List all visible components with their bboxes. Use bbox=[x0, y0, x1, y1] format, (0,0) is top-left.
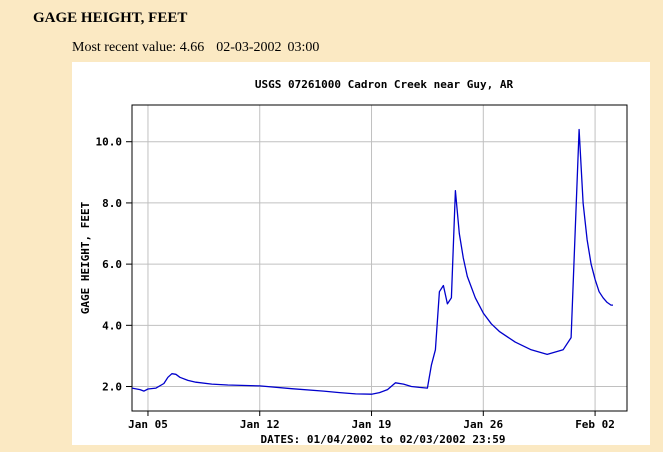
y-tick-label: 8.0 bbox=[102, 197, 122, 210]
series-group bbox=[131, 128, 613, 395]
chart-grid bbox=[132, 105, 627, 411]
recent-value: 4.66 bbox=[179, 40, 205, 55]
y-tick-label: 10.0 bbox=[96, 136, 123, 149]
most-recent-value: Most recent value: 4.66 02-03-2002 03:00 bbox=[72, 40, 319, 56]
x-tick-label: Jan 12 bbox=[240, 418, 280, 431]
y-tick-label: 6.0 bbox=[102, 258, 122, 271]
x-tick-label: Jan 19 bbox=[352, 418, 392, 431]
x-tick-label: Jan 05 bbox=[128, 418, 168, 431]
y-tick-label: 2.0 bbox=[102, 381, 122, 394]
x-tick-label: Jan 26 bbox=[463, 418, 503, 431]
x-tick-label: Feb 02 bbox=[575, 418, 615, 431]
recent-date: 02-03-2002 bbox=[216, 40, 282, 55]
plot-frame bbox=[131, 104, 628, 412]
page-title: GAGE HEIGHT, FEET bbox=[33, 10, 188, 26]
chart-panel: USGS 07261000 Cadron Creek near Guy, AR … bbox=[72, 62, 650, 445]
chart-title: USGS 07261000 Cadron Creek near Guy, AR bbox=[255, 78, 514, 91]
series-line bbox=[131, 128, 613, 395]
x-axis-label: DATES: 01/04/2002 to 02/03/2002 23:59 bbox=[260, 433, 505, 445]
recent-time: 03:00 bbox=[287, 40, 320, 55]
recent-label: Most recent value: bbox=[72, 40, 177, 55]
y-axis-label: GAGE HEIGHT, FEET bbox=[79, 201, 92, 314]
y-tick-label: 4.0 bbox=[102, 319, 122, 332]
gage-height-chart: USGS 07261000 Cadron Creek near Guy, AR … bbox=[79, 78, 628, 445]
axis-ticks: 2.0 4.0 6.0 8.0 10.0 Jan 05 Jan 12 Jan 19 Jan 26… bbox=[96, 136, 615, 431]
